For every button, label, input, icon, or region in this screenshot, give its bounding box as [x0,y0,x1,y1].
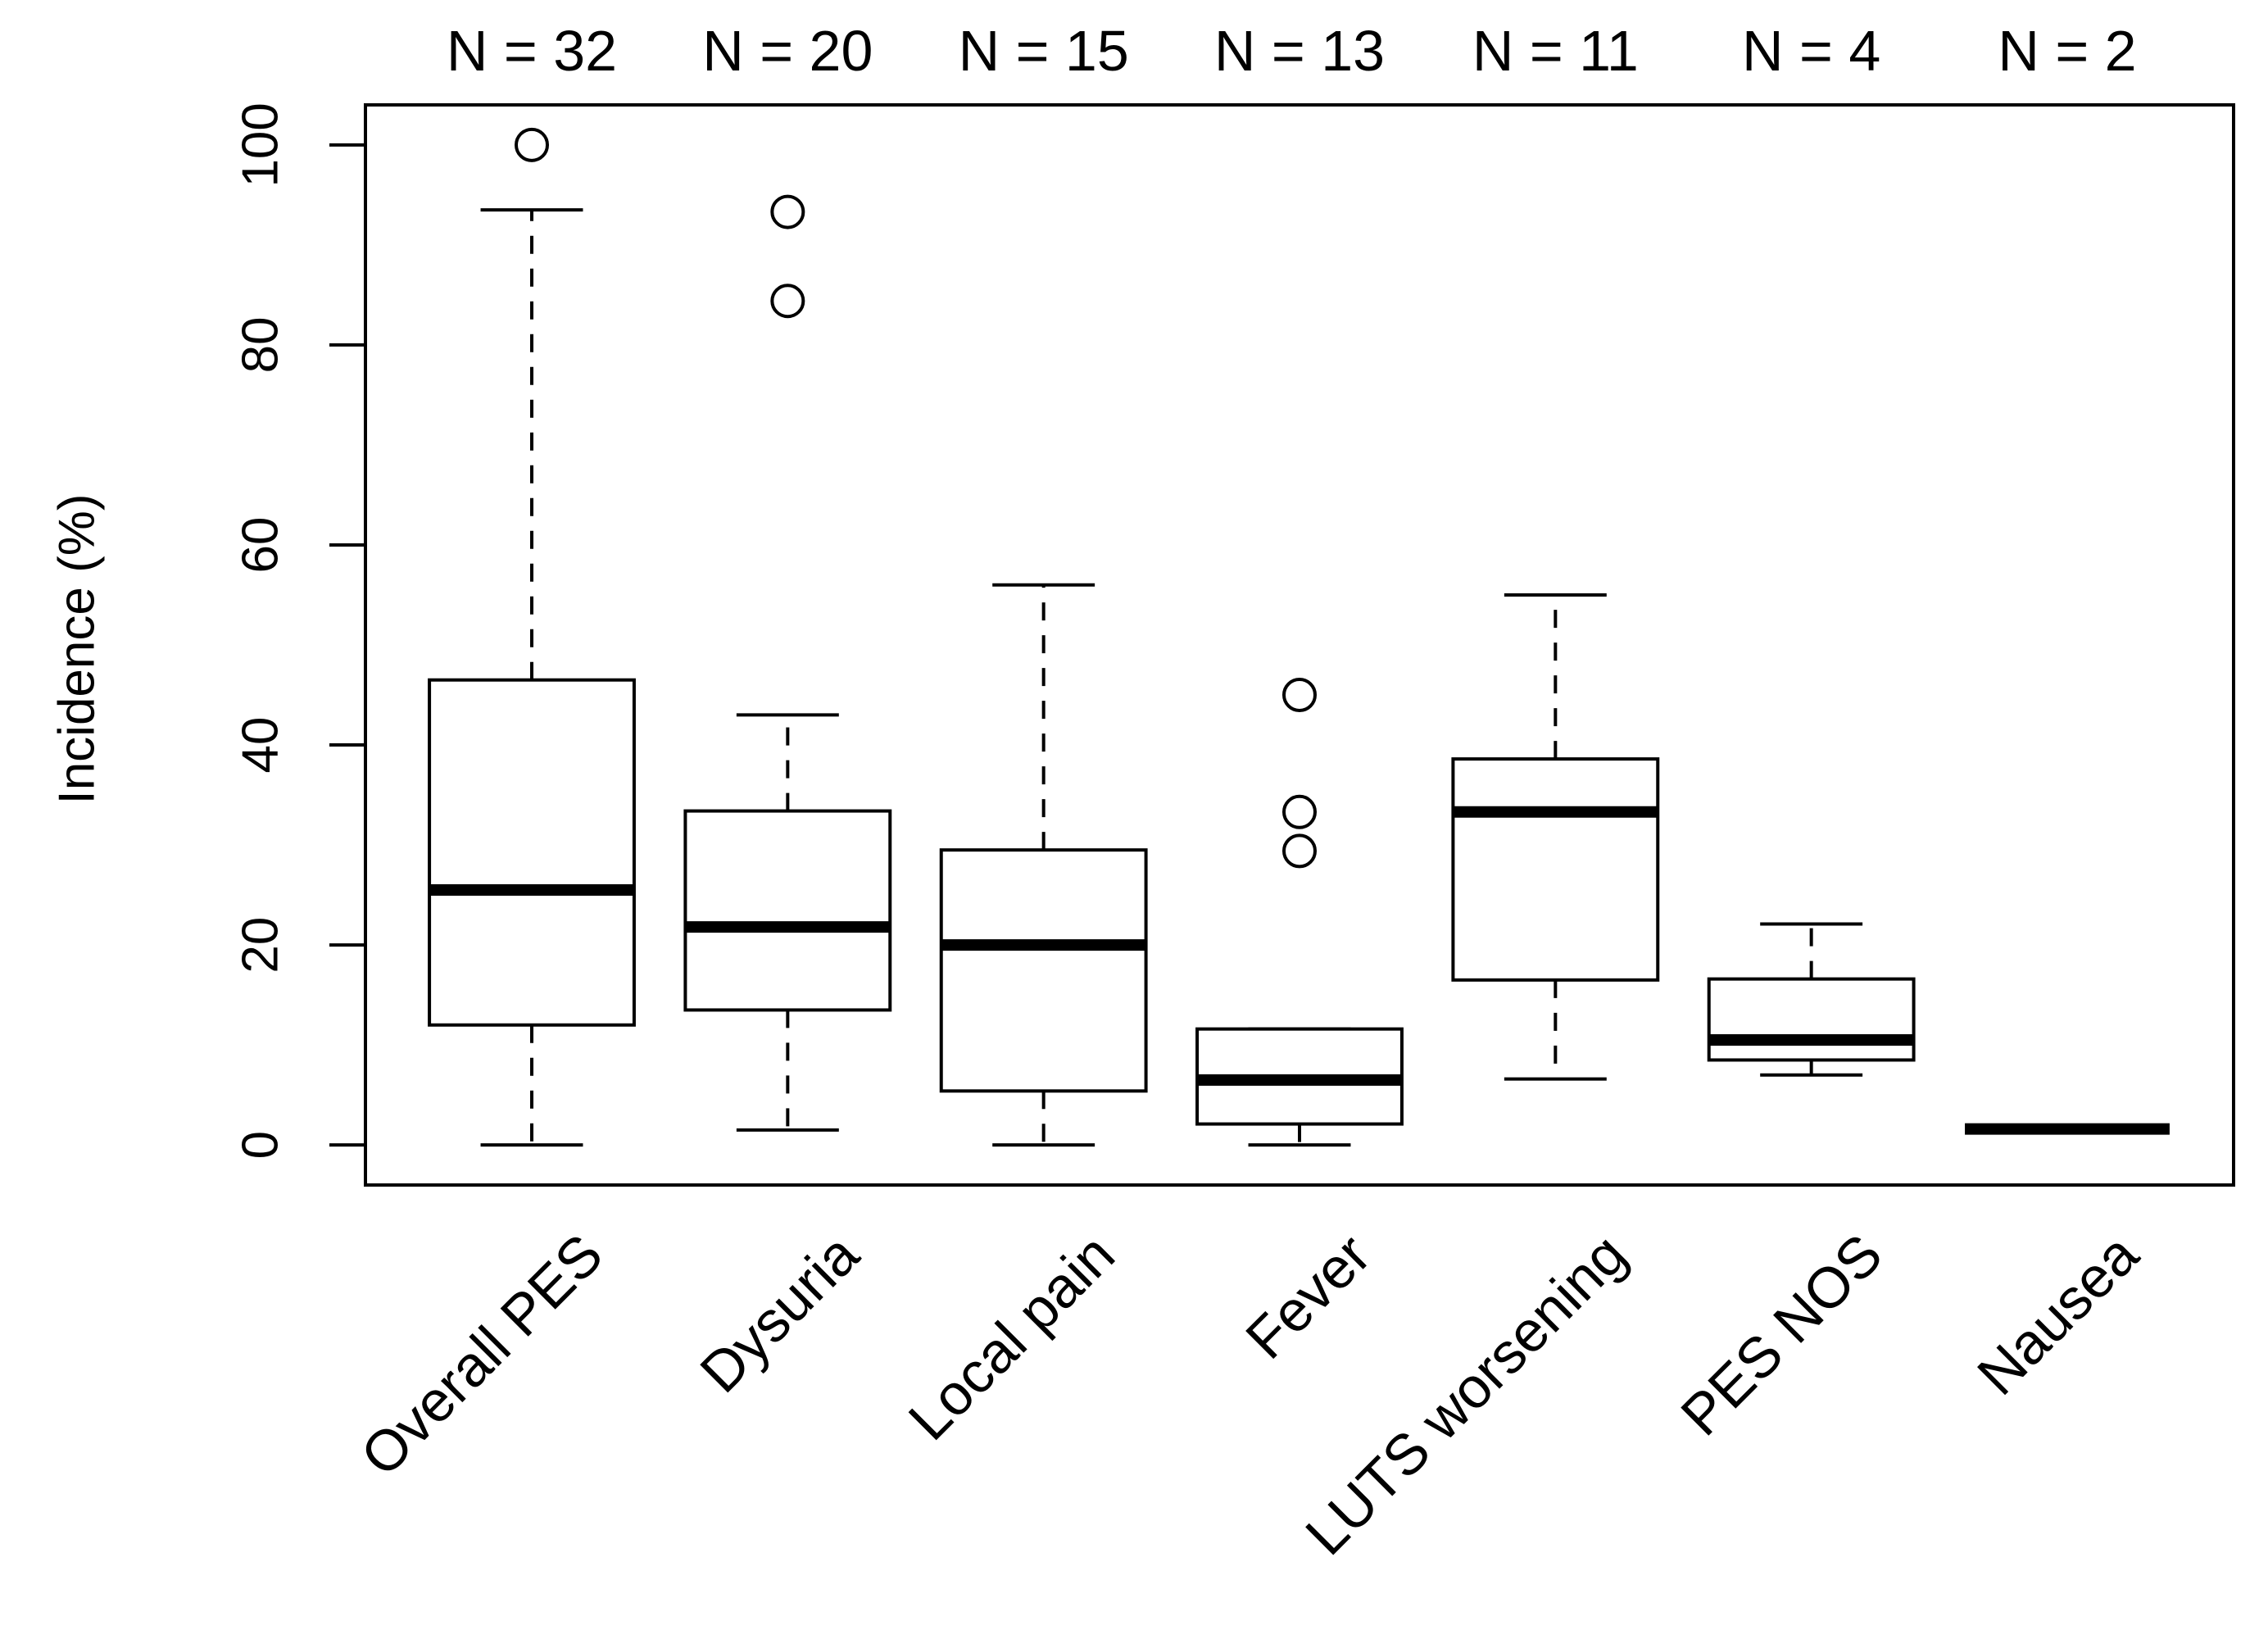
group-count-overall-pes: N = 32 [447,19,617,83]
group-counts: N = 32 N = 20 N = 15 N = 13 N = 11 N = 4 N = 2 [447,19,2137,83]
y-axis: 0 20 40 60 80 100 [233,102,365,1159]
y-tick-label-40: 40 [233,717,289,774]
box-group-pes-nos [1707,922,1916,1077]
box-local-pain [939,848,1148,1093]
box-group-luts-worsening [1451,593,1660,1081]
group-count-dysuria: N = 20 [702,19,873,83]
group-count-fever: N = 13 [1214,19,1385,83]
y-tick-label-100: 100 [233,102,289,187]
group-count-pes-nos: N = 4 [1742,19,1880,83]
outlier-dysuria-0 [770,284,805,319]
box-group-fever [1195,678,1404,1147]
outlier-dysuria-1 [770,194,805,229]
plot-frame [364,103,2235,1187]
group-count-local-pain: N = 15 [959,19,1129,83]
boxes [428,127,2170,1147]
box-pes-nos [1707,977,1916,1062]
box-group-overall-pes [428,127,636,1147]
outlier-fever-1 [1282,794,1317,829]
y-tick-label-60: 60 [233,516,289,573]
outlier-overall-pes-0 [515,127,550,162]
y-tick-label-80: 80 [233,316,289,373]
box-dysuria [683,809,892,1012]
box-group-local-pain [939,583,1148,1147]
group-count-luts-worsening: N = 11 [1472,19,1639,83]
outlier-fever-0 [1282,833,1317,869]
box-group-dysuria [683,194,892,1132]
box-luts-worsening [1451,757,1660,982]
outlier-fever-2 [1282,678,1317,713]
group-count-nausea: N = 2 [1998,19,2136,83]
box-overall-pes [428,678,636,1027]
y-axis-label: Incidence (%) [49,493,106,804]
y-tick-label-0: 0 [233,1131,289,1159]
y-tick-label-20: 20 [233,917,289,974]
